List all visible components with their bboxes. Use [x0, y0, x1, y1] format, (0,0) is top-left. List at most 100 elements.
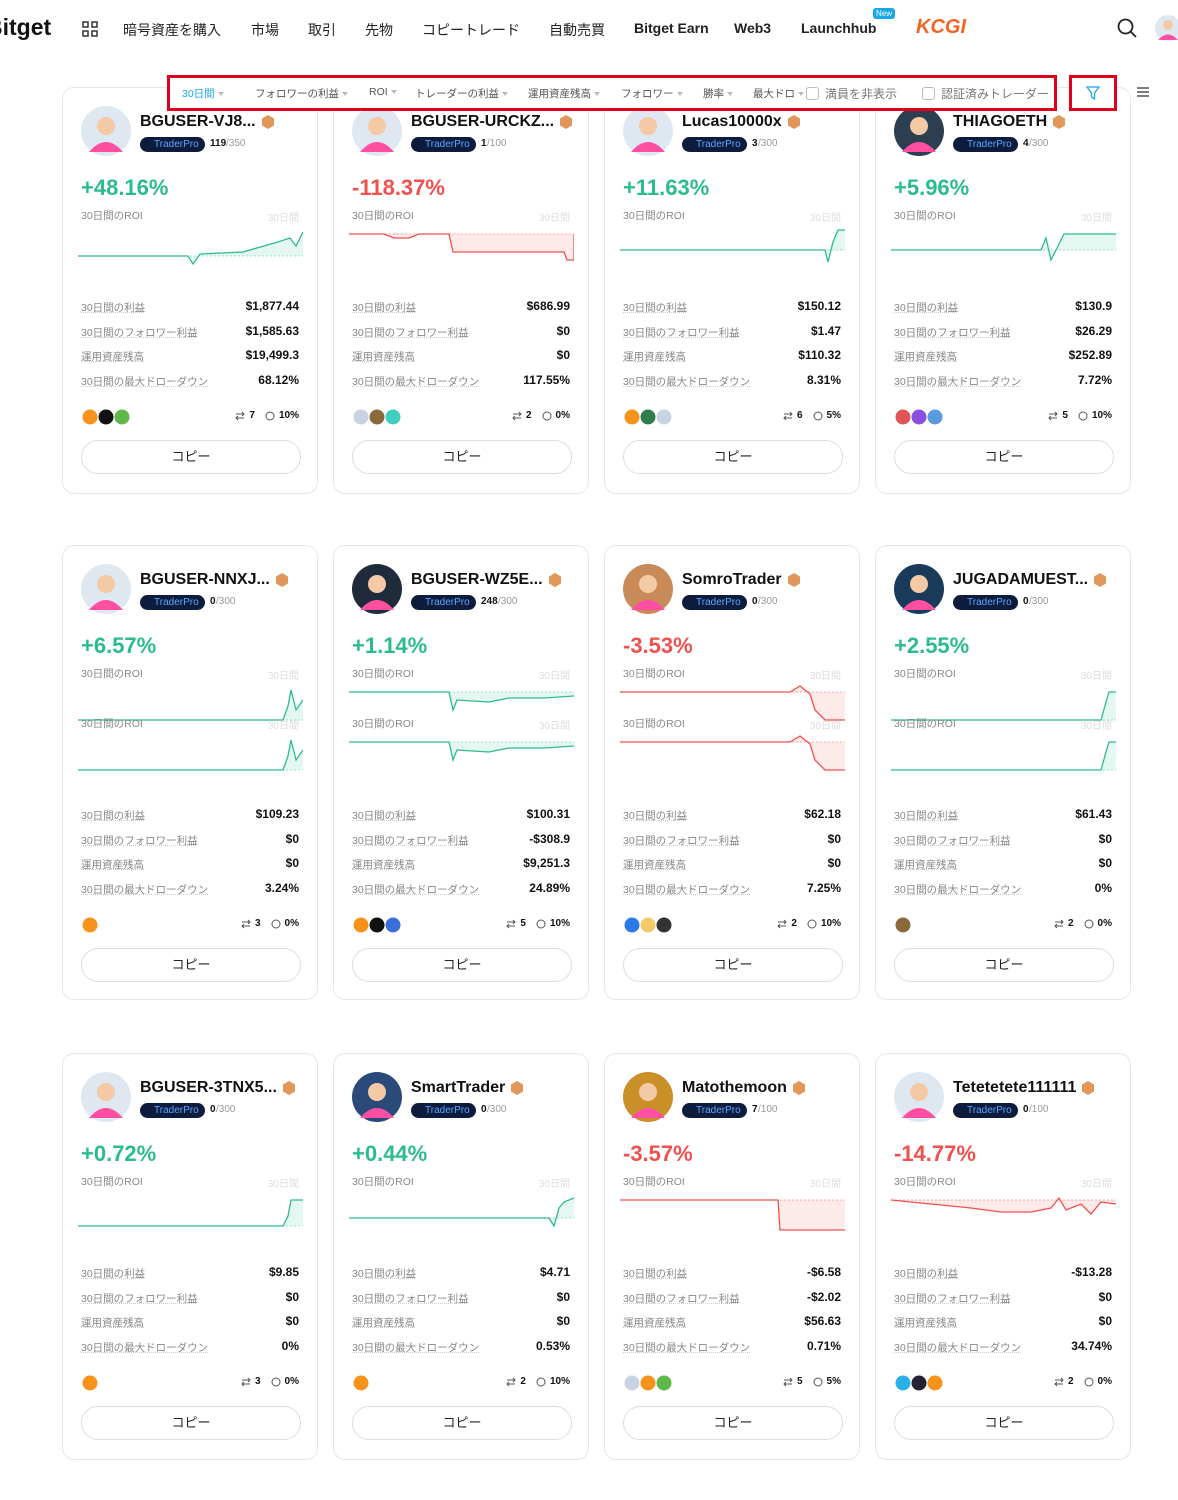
trader-name[interactable]: JUGADAMUEST... — [953, 571, 1089, 588]
sort-option[interactable]: 最大ドロ — [753, 86, 804, 101]
arrows — [1054, 1377, 1064, 1386]
trader-card[interactable]: BGUSER-VJ8... TraderPro 119/350 +48.16% 30日間… — [62, 87, 318, 494]
logo[interactable]: Bitget — [0, 14, 52, 40]
roi-label: 30日間のROI — [894, 210, 956, 222]
level-badge — [276, 573, 288, 587]
apps-icon[interactable] — [82, 21, 98, 37]
copy-button[interactable]: コピー — [894, 948, 1114, 982]
copy-stats: 7 10% — [235, 410, 299, 421]
roi: +2.55% — [894, 633, 970, 658]
trader-card[interactable]: Lucas10000x TraderPro 3/300 +11.63% 30日間のROI… — [604, 87, 860, 494]
nav-item[interactable]: 先物 — [365, 22, 393, 38]
menu-icon[interactable] — [1136, 86, 1150, 98]
avatar-body — [89, 600, 123, 610]
nav-item[interactable]: 暗号資産を購入 — [123, 22, 221, 38]
coin-icons — [352, 1374, 370, 1392]
coin — [655, 408, 673, 426]
trader-name[interactable]: SomroTrader — [682, 571, 782, 588]
coin — [368, 916, 386, 934]
sort-option[interactable]: 勝率 — [703, 86, 733, 101]
trader-name[interactable]: BGUSER-NNXJ... — [140, 571, 270, 588]
trader-name[interactable]: SmartTrader — [411, 1079, 506, 1096]
trader-name[interactable]: THIAGOETH — [953, 113, 1048, 130]
copy-button[interactable]: コピー — [894, 1406, 1114, 1440]
stat-label: 30日間の最大ドローダウン — [623, 1342, 751, 1355]
filter-button[interactable] — [1069, 75, 1117, 111]
trader-name[interactable]: Tetetetete111111 — [953, 1079, 1077, 1096]
brand[interactable]: KCGI — [916, 16, 966, 38]
share-icon — [536, 919, 546, 928]
checkbox-label[interactable]: 認証済みトレーダー — [941, 87, 1050, 101]
trader-name[interactable]: BGUSER-VJ8... — [140, 113, 256, 130]
period-label: 30日間 — [538, 1179, 570, 1190]
checkbox[interactable] — [806, 87, 819, 100]
nav-item[interactable]: Launchhub — [801, 20, 877, 36]
avatar-head — [910, 575, 928, 593]
nav-item[interactable]: 市場 — [251, 22, 279, 38]
copy-button[interactable]: コピー — [81, 948, 301, 982]
copy-button[interactable]: コピー — [81, 1406, 301, 1440]
nav-item[interactable]: 自動売買 — [549, 22, 605, 38]
trader-card[interactable]: BGUSER-3TNX5... TraderPro 0/300 +0.72% 30日間の… — [62, 1053, 318, 1460]
copy-button[interactable]: コピー — [623, 1406, 843, 1440]
coin-icons — [623, 1374, 673, 1392]
trader-name[interactable]: BGUSER-URCKZ... — [411, 113, 555, 130]
nav-item[interactable]: 取引 — [308, 22, 336, 38]
level-badge — [1082, 1081, 1094, 1095]
copy-button[interactable]: コピー — [623, 440, 843, 474]
roi: -3.57% — [623, 1141, 693, 1166]
sort-option[interactable]: トレーダーの利益 — [415, 86, 508, 101]
nav-item[interactable]: Web3 — [734, 20, 772, 36]
avatar — [81, 1072, 131, 1122]
trader-card[interactable]: BGUSER-WZ5E... TraderPro 248/300 +1.14% 30日間… — [333, 545, 589, 1000]
copy-button[interactable]: コピー — [352, 948, 572, 982]
follower-capacity: /300 — [216, 1104, 236, 1115]
trader-name[interactable]: BGUSER-WZ5E... — [411, 571, 543, 588]
sort-option[interactable]: フォロワーの利益 — [255, 86, 348, 101]
avatar-head — [97, 117, 115, 135]
copy-button[interactable]: コピー — [81, 440, 301, 474]
stat-value: $9.85 — [268, 1265, 299, 1279]
trader-name[interactable]: Lucas10000x — [682, 113, 782, 130]
stat-label: 30日間の利益 — [623, 302, 688, 314]
trader-card[interactable]: Tetetetete111111 TraderPro 0/100 -14.77% 30日… — [875, 1053, 1131, 1460]
sort-option[interactable]: 運用資産残高 — [528, 86, 600, 101]
search-icon[interactable] — [1117, 18, 1137, 38]
sparkline-fill — [349, 692, 574, 710]
trader-card[interactable]: SmartTrader TraderPro 0/300 +0.44% 30日間のROI 3… — [333, 1053, 589, 1460]
checkbox-label[interactable]: 満員を非表示 — [825, 87, 898, 101]
trader-name[interactable]: Matothemoon — [682, 1079, 787, 1096]
coin — [623, 408, 641, 426]
roi: -118.37% — [352, 175, 445, 200]
copy-button[interactable]: コピー — [352, 1406, 572, 1440]
roi-label: 30日間のROI — [894, 668, 956, 680]
profit-share: 10% — [278, 410, 299, 421]
nav-item[interactable]: コピートレード — [422, 22, 520, 38]
stat-value: 0.71% — [806, 1339, 841, 1354]
user-avatar[interactable] — [1155, 14, 1178, 42]
trader-card[interactable]: THIAGOETH TraderPro 4/300 +5.96% 30日間のROI 30日… — [875, 87, 1131, 494]
trader-card[interactable]: Matothemoon TraderPro 7/100 -3.57% 30日間のROI 3… — [604, 1053, 860, 1460]
sparkline-fill — [78, 1200, 303, 1226]
sort-option[interactable]: フォロワー — [621, 86, 683, 101]
checkbox[interactable] — [922, 87, 935, 100]
coin-icons — [352, 408, 402, 426]
trader-name[interactable]: BGUSER-3TNX5... — [140, 1079, 277, 1096]
trader-card[interactable]: JUGADAMUEST... TraderPro 0/300 +2.55% 30日間のR… — [875, 545, 1131, 1000]
nav-item[interactable]: Bitget Earn — [634, 20, 709, 36]
trader-card[interactable]: BGUSER-URCKZ... TraderPro 1/100 -118.37% 30日… — [333, 87, 589, 494]
sort-option[interactable]: 30日間 — [182, 86, 224, 101]
sort-option[interactable]: ROI — [369, 86, 397, 98]
roi-label: 30日間のROI — [352, 668, 414, 680]
hex — [511, 1081, 523, 1095]
copy-button[interactable]: コピー — [894, 440, 1114, 474]
stat-label: 運用資産残高 — [894, 859, 957, 872]
trader-card[interactable]: SomroTrader TraderPro 0/300 -3.53% 30日間のROI 3… — [604, 545, 860, 1000]
follower-count: 248 — [481, 596, 498, 607]
roi-label: 30日間のROI — [894, 718, 956, 730]
copy-button[interactable]: コピー — [352, 440, 572, 474]
copy-button[interactable]: コピー — [623, 948, 843, 982]
coin-icons — [894, 408, 944, 426]
avatar-body — [631, 600, 665, 610]
trader-card[interactable]: BGUSER-NNXJ... TraderPro 0/300 +6.57% 30日間のR… — [62, 545, 318, 1000]
